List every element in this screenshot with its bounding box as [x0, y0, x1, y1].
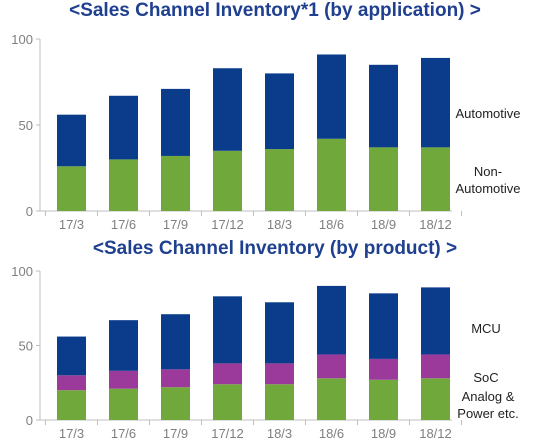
x-tick-label: 18/9: [371, 426, 396, 441]
x-tick-label: 18/12: [419, 426, 452, 441]
series-label: MCU: [471, 321, 501, 336]
x-tick-label: 18/6: [319, 426, 344, 441]
y-tick-label: 100: [11, 32, 33, 47]
bar-mcu: [109, 320, 138, 371]
bar-analog-power-etc: [57, 390, 86, 420]
bar-mcu: [161, 314, 190, 370]
bar-soc: [57, 375, 86, 391]
bar-automotive: [369, 64, 398, 148]
bar-mcu: [317, 285, 346, 355]
x-tick-label: 18/3: [267, 217, 292, 232]
bar-automotive: [57, 114, 86, 167]
bar-automotive: [265, 73, 294, 150]
bar-soc: [369, 358, 398, 380]
bar-non-automotive: [265, 149, 294, 211]
x-tick-label: 18/3: [267, 426, 292, 441]
bar-automotive: [317, 54, 346, 139]
series-label: SoC: [473, 370, 498, 385]
chart-title-by-application: <Sales Channel Inventory*1 (by applicati…: [69, 0, 481, 21]
bar-non-automotive: [57, 166, 86, 211]
y-tick-label: 50: [19, 339, 33, 354]
chart-title-by-product: <Sales Channel Inventory (by product) >: [92, 238, 458, 259]
bar-analog-power-etc: [161, 387, 190, 420]
bar-analog-power-etc: [317, 378, 346, 420]
bar-mcu: [57, 336, 86, 376]
bar-analog-power-etc: [421, 378, 450, 420]
series-label: Automotive: [455, 106, 520, 121]
y-tick-label: 0: [26, 413, 33, 428]
bar-automotive: [213, 68, 242, 151]
bar-analog-power-etc: [213, 384, 242, 420]
y-tick-label: 50: [19, 118, 33, 133]
x-tick-label: 17/12: [211, 217, 244, 232]
bar-soc: [317, 354, 346, 379]
bar-mcu: [265, 302, 294, 364]
x-tick-label: 17/3: [59, 426, 84, 441]
bar-analog-power-etc: [109, 388, 138, 420]
bar-soc: [265, 363, 294, 385]
x-tick-label: 17/9: [163, 217, 188, 232]
x-tick-label: 17/6: [111, 217, 136, 232]
x-tick-label: 18/9: [371, 217, 396, 232]
bar-mcu: [369, 293, 398, 359]
bar-mcu: [213, 296, 242, 364]
x-tick-label: 17/12: [211, 426, 244, 441]
bar-non-automotive: [213, 150, 242, 211]
bar-soc: [213, 363, 242, 385]
bar-automotive: [421, 57, 450, 148]
bar-analog-power-etc: [265, 384, 294, 420]
x-tick-label: 17/9: [163, 426, 188, 441]
bar-soc: [109, 370, 138, 389]
bar-automotive: [109, 95, 138, 160]
x-tick-label: 17/3: [59, 217, 84, 232]
bar-automotive: [161, 88, 190, 156]
bar-soc: [161, 369, 190, 388]
y-tick-label: 0: [26, 204, 33, 219]
x-tick-label: 17/6: [111, 426, 136, 441]
series-label: Non-Automotive: [455, 164, 520, 196]
bar-non-automotive: [369, 147, 398, 211]
bar-non-automotive: [317, 138, 346, 211]
bar-analog-power-etc: [369, 379, 398, 420]
bar-mcu: [421, 287, 450, 355]
series-label: Analog & Power etc.: [457, 389, 518, 421]
bar-non-automotive: [421, 147, 450, 211]
y-tick-label: 100: [11, 264, 33, 279]
bar-non-automotive: [161, 155, 190, 211]
bar-soc: [421, 354, 450, 379]
bar-non-automotive: [109, 159, 138, 211]
x-tick-label: 18/6: [319, 217, 344, 232]
x-tick-label: 18/12: [419, 217, 452, 232]
